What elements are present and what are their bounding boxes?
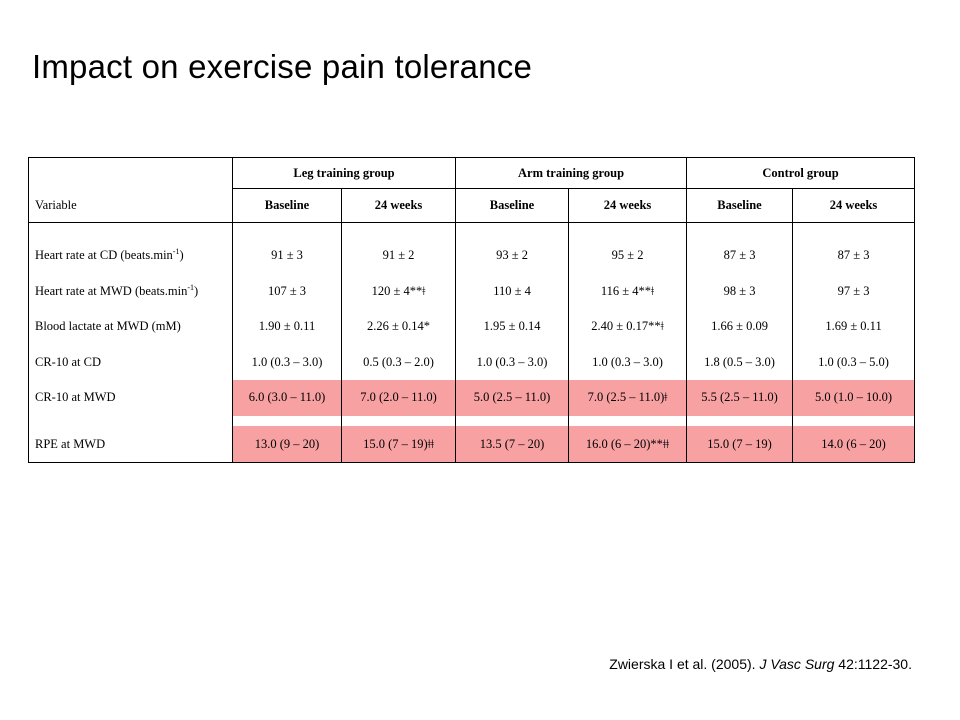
table-row: Heart rate at MWD (beats.min-1) 107 ± 3 … (28, 273, 916, 309)
table-cell: 7.0 (2.5 – 11.0)ǂ (568, 380, 688, 416)
group-header-row: Leg training group Arm training group Co… (28, 156, 916, 190)
subheader-row: Variable Baseline 24 weeks Baseline 24 w… (28, 188, 916, 223)
subheader-leg-24-weeks: 24 weeks (340, 188, 457, 223)
table-cell: 16.0 (6 – 20)**ǂǂ (568, 426, 688, 464)
table-cell: 95 ± 2 (568, 237, 688, 274)
table-cell: 91 ± 3 (232, 237, 342, 274)
table-cell: 0.5 (0.3 – 2.0) (340, 344, 457, 381)
table-cell: 1.69 ± 0.11 (792, 308, 916, 345)
table-cell: 1.66 ± 0.09 (686, 308, 794, 345)
row-label-heart-rate-mwd: Heart rate at MWD (beats.min-1) (28, 273, 233, 309)
table-cell: 1.0 (0.3 – 3.0) (568, 344, 688, 381)
table-row: Blood lactate at MWD (mM) 1.90 ± 0.11 2.… (28, 308, 916, 345)
table-cell: 1.0 (0.3 – 3.0) (455, 344, 570, 381)
table-cell: 1.0 (0.3 – 5.0) (792, 344, 916, 381)
table-cell: 107 ± 3 (232, 273, 342, 309)
table-cell: 110 ± 4 (455, 273, 570, 309)
table-cell: 93 ± 2 (455, 237, 570, 274)
table-cell: 87 ± 3 (792, 237, 916, 274)
table-cell: 87 ± 3 (686, 237, 794, 274)
table-row: CR-10 at CD 1.0 (0.3 – 3.0) 0.5 (0.3 – 2… (28, 344, 916, 381)
table-cell: 120 ± 4**ǂ (340, 273, 457, 309)
citation-authors: Zwierska I et al. (2005). (609, 656, 760, 672)
row-label-heart-rate-cd: Heart rate at CD (beats.min-1) (28, 237, 233, 274)
results-table: Leg training group Arm training group Co… (28, 156, 916, 464)
table-cell: 1.90 ± 0.11 (232, 308, 342, 345)
variable-header: Variable (28, 188, 233, 223)
row-label-blood-lactate: Blood lactate at MWD (mM) (28, 308, 233, 345)
citation-journal: J Vasc Surg (759, 656, 835, 672)
table-cell: 5.0 (2.5 – 11.0) (455, 380, 570, 416)
table-cell: 5.5 (2.5 – 11.0) (686, 380, 794, 416)
subheader-control-24-weeks: 24 weeks (792, 188, 916, 223)
subheader-control-baseline: Baseline (686, 188, 794, 223)
citation: Zwierska I et al. (2005). J Vasc Surg 42… (609, 656, 912, 672)
subheader-arm-baseline: Baseline (455, 188, 570, 223)
row-label-cr10-cd: CR-10 at CD (28, 344, 233, 381)
results-table-container: Leg training group Arm training group Co… (28, 156, 916, 464)
table-row: Heart rate at CD (beats.min-1) 91 ± 3 91… (28, 237, 916, 274)
gap-row (28, 415, 916, 427)
table-cell: 2.26 ± 0.14* (340, 308, 457, 345)
table-row-highlighted: RPE at MWD 13.0 (9 – 20) 15.0 (7 – 19)ǂǂ… (28, 426, 916, 464)
group-header-leg: Leg training group (231, 156, 457, 190)
slide-title: Impact on exercise pain tolerance (32, 48, 533, 85)
row-label-rpe-mwd: RPE at MWD (28, 426, 233, 464)
table-cell: 1.0 (0.3 – 3.0) (232, 344, 342, 381)
spacer-row (28, 222, 916, 238)
table-cell: 91 ± 2 (340, 237, 457, 274)
table-cell: 2.40 ± 0.17**ǂ (568, 308, 688, 345)
row-label-cr10-mwd: CR-10 at MWD (28, 380, 233, 416)
table-cell: 15.0 (7 – 19) (686, 426, 794, 464)
table-cell: 6.0 (3.0 – 11.0) (232, 380, 342, 416)
table-cell: 1.95 ± 0.14 (455, 308, 570, 345)
variable-header-spacer (28, 156, 233, 189)
table-cell: 14.0 (6 – 20) (792, 426, 916, 464)
table-cell: 13.0 (9 – 20) (232, 426, 342, 464)
subheader-leg-baseline: Baseline (232, 188, 342, 223)
table-cell: 116 ± 4**ǂ (568, 273, 688, 309)
table-cell: 97 ± 3 (792, 273, 916, 309)
group-header-arm: Arm training group (455, 156, 688, 190)
group-header-control: Control group (686, 156, 916, 190)
table-cell: 15.0 (7 – 19)ǂǂ (340, 426, 457, 464)
table-cell: 98 ± 3 (686, 273, 794, 309)
table-cell: 7.0 (2.0 – 11.0) (340, 380, 457, 416)
table-cell: 1.8 (0.5 – 3.0) (686, 344, 794, 381)
table-row-highlighted: CR-10 at MWD 6.0 (3.0 – 11.0) 7.0 (2.0 –… (28, 380, 916, 416)
table-cell: 5.0 (1.0 – 10.0) (792, 380, 916, 416)
citation-ref: 42:1122-30. (834, 656, 912, 672)
subheader-arm-24-weeks: 24 weeks (568, 188, 688, 223)
table-cell: 13.5 (7 – 20) (455, 426, 570, 464)
